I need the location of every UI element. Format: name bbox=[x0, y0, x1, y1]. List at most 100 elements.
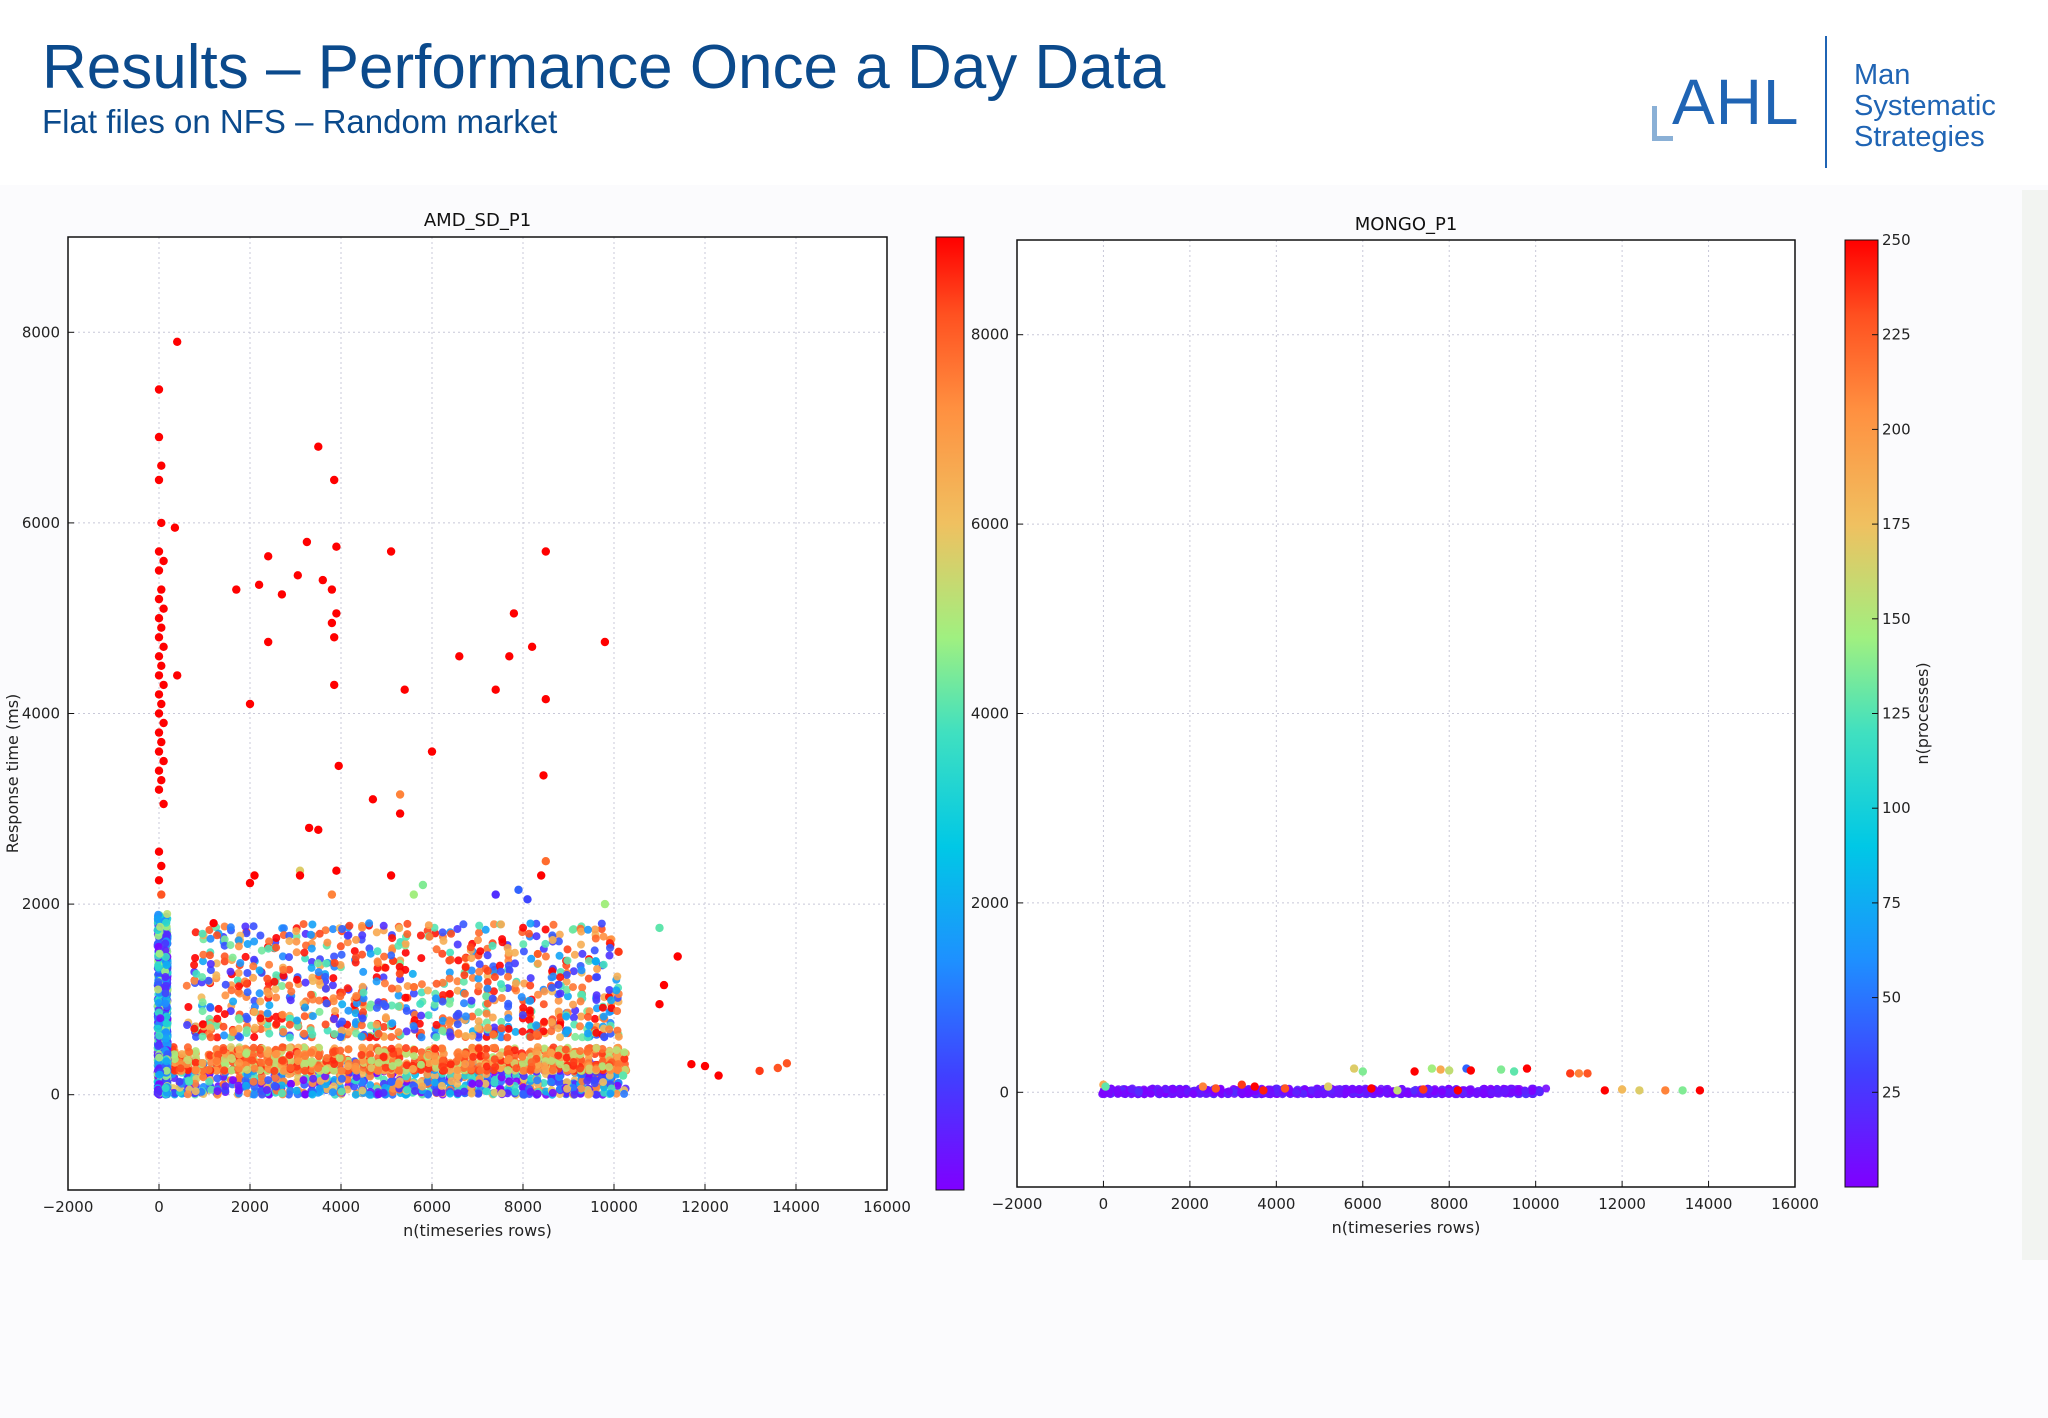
scatter-point bbox=[570, 1090, 579, 1099]
scatter-point bbox=[263, 1009, 272, 1018]
scatter-point bbox=[591, 957, 600, 966]
scatter-point bbox=[438, 1044, 447, 1053]
scatter-point bbox=[490, 1043, 499, 1052]
scatter-point bbox=[532, 1030, 541, 1038]
colorbar-tick-label: 125 bbox=[1882, 705, 1911, 723]
scatter-point bbox=[446, 948, 455, 957]
scatter-point bbox=[243, 988, 252, 997]
scatter-point bbox=[1695, 1086, 1705, 1095]
scatter-point bbox=[337, 950, 346, 959]
scatter-point bbox=[439, 991, 447, 1000]
scatter-point bbox=[563, 992, 572, 1001]
scatter-point bbox=[270, 1081, 279, 1090]
scatter-point bbox=[257, 946, 266, 955]
scatter-point bbox=[445, 999, 454, 1008]
scatter-point bbox=[483, 984, 492, 993]
scatter-point bbox=[402, 1044, 410, 1053]
scatter-point bbox=[227, 1054, 236, 1062]
scatter-point bbox=[367, 1056, 376, 1065]
x-tick-label: 6000 bbox=[1344, 1195, 1382, 1213]
scatter-point bbox=[489, 962, 498, 971]
scatter-point bbox=[278, 1010, 287, 1019]
colorbar-tick-label: 75 bbox=[1882, 894, 1901, 912]
scatter-point bbox=[285, 1043, 294, 1052]
scatter-point bbox=[330, 1060, 339, 1068]
scatter-point bbox=[327, 890, 337, 899]
scatter-point bbox=[254, 580, 264, 589]
scatter-point bbox=[243, 1089, 252, 1098]
scatter-point bbox=[532, 932, 541, 941]
scatter-point bbox=[183, 1043, 192, 1052]
scatter-point bbox=[562, 970, 571, 979]
scatter-point bbox=[157, 623, 166, 632]
colorbar-tick-label: 100 bbox=[1882, 799, 1911, 817]
scatter-point bbox=[379, 973, 388, 982]
scatter-point bbox=[170, 1050, 179, 1059]
scatter-point bbox=[314, 825, 323, 834]
scatter-point bbox=[592, 991, 601, 1000]
x-tick-label: 16000 bbox=[863, 1198, 911, 1216]
scatter-point bbox=[241, 952, 250, 961]
scatter-point bbox=[206, 1051, 215, 1060]
scatter-point bbox=[293, 1016, 301, 1025]
x-tick-label: 8000 bbox=[1430, 1195, 1468, 1213]
scatter-point bbox=[272, 971, 281, 980]
scatter-point bbox=[285, 1051, 294, 1060]
scatter-point bbox=[1146, 1089, 1155, 1098]
scatter-point bbox=[416, 999, 425, 1008]
scatter-point bbox=[159, 642, 168, 651]
scatter-point bbox=[540, 1062, 549, 1071]
scatter-point bbox=[549, 920, 558, 929]
scatter-point bbox=[490, 1023, 499, 1032]
scatter-point bbox=[569, 1058, 578, 1066]
scatter-point bbox=[372, 1020, 381, 1029]
scatter-point bbox=[491, 890, 500, 899]
scatter-point bbox=[154, 1024, 163, 1033]
scatter-point bbox=[243, 1065, 252, 1074]
scatter-point bbox=[209, 919, 218, 928]
scatter-point bbox=[386, 547, 396, 556]
scatter-point bbox=[344, 1045, 353, 1054]
colorbar-tick-label: 50 bbox=[1882, 989, 1901, 1007]
scatter-point bbox=[154, 671, 164, 680]
scatter-point bbox=[511, 959, 519, 968]
scatter-point bbox=[525, 1016, 534, 1025]
scatter-point bbox=[476, 1066, 485, 1075]
scatter-point bbox=[395, 790, 405, 799]
scatter-point bbox=[555, 951, 564, 960]
scatter-point bbox=[482, 992, 491, 1001]
scatter-point bbox=[198, 1059, 207, 1067]
scatter-point bbox=[655, 923, 664, 933]
scatter-point bbox=[154, 690, 164, 699]
scatter-point bbox=[540, 1044, 549, 1053]
logo-line-man: Man bbox=[1854, 59, 1911, 91]
scatter-point bbox=[402, 1027, 411, 1036]
scatter-point bbox=[503, 1033, 512, 1042]
scatter-point bbox=[337, 1087, 346, 1096]
scatter-point bbox=[533, 949, 542, 958]
scatter-point bbox=[504, 1014, 513, 1023]
scatter-point bbox=[461, 1050, 470, 1059]
scatter-point bbox=[539, 1000, 548, 1009]
scatter-point bbox=[569, 1083, 577, 1092]
scatter-point bbox=[1355, 1086, 1364, 1095]
scatter-point bbox=[612, 1046, 621, 1055]
scatter-point bbox=[614, 1066, 622, 1075]
scatter-point bbox=[440, 1066, 449, 1075]
scatter-point bbox=[315, 1084, 324, 1093]
scatter-point bbox=[205, 951, 214, 960]
scatter-point bbox=[221, 980, 230, 989]
scatter-point bbox=[154, 728, 164, 737]
scatter-point bbox=[488, 1013, 497, 1022]
scatter-point bbox=[264, 1058, 273, 1066]
scatter-point bbox=[191, 1058, 200, 1067]
scatter-point bbox=[597, 919, 606, 928]
scatter-point bbox=[410, 1052, 419, 1061]
scatter-point bbox=[366, 949, 375, 958]
scatter-points bbox=[1098, 1064, 1705, 1099]
scatter-point bbox=[272, 993, 281, 1002]
scatter-point bbox=[453, 977, 462, 986]
scatter-point bbox=[1521, 1086, 1530, 1095]
scatter-point bbox=[302, 537, 312, 547]
logo-tagline: Man Systematic Strategies bbox=[1854, 60, 1996, 153]
